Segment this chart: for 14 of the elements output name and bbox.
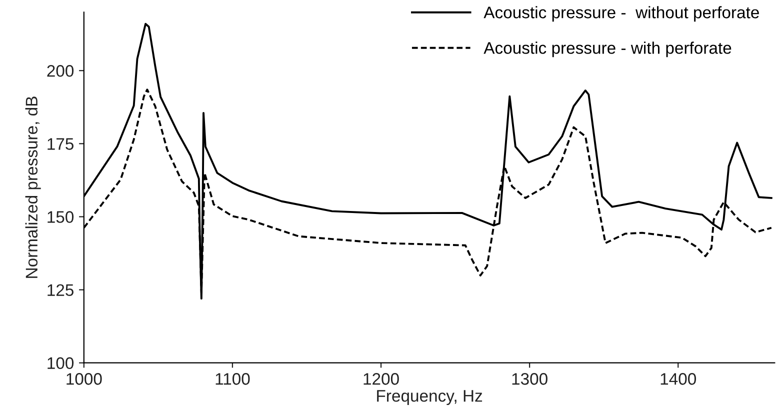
y-axis-title: Normalized pressure, dB xyxy=(25,96,41,278)
legend-label: Acoustic pressure - without perforate xyxy=(484,6,759,22)
x-tick-label: 1300 xyxy=(512,373,548,385)
y-tick-label: 100 xyxy=(48,357,74,370)
x-tick-label: 1100 xyxy=(216,373,250,385)
y-tick-label: 150 xyxy=(48,211,74,223)
legend-label: Acoustic pressure - with perforate xyxy=(484,42,732,58)
y-tick-label: 175 xyxy=(48,138,74,150)
y-tick-label: 200 xyxy=(47,65,74,77)
x-tick-label: 1400 xyxy=(660,373,696,385)
y-tick-label: 125 xyxy=(48,284,74,296)
x-tick-label: 1000 xyxy=(66,373,102,385)
x-tick-label: 1200 xyxy=(364,373,399,385)
x-axis-title: Frequency, Hz xyxy=(377,390,482,406)
